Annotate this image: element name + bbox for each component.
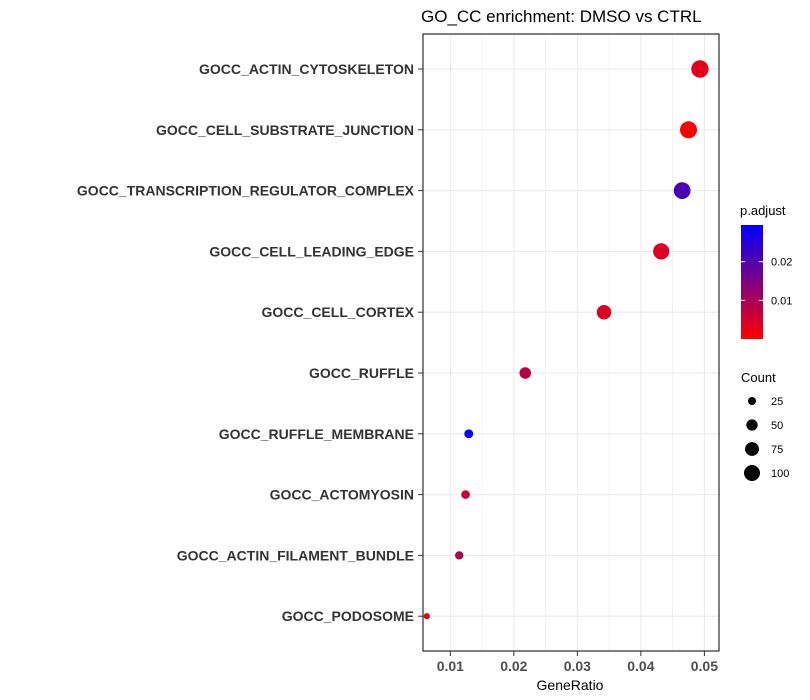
category-label: GOCC_CELL_CORTEX xyxy=(262,304,415,320)
category-label: GOCC_ACTOMYOSIN xyxy=(270,487,414,503)
category-label: GOCC_TRANSCRIPTION_REGULATOR_COMPLEX xyxy=(77,183,415,199)
size-legend: Count 25 50 75 100 xyxy=(741,370,789,481)
data-point xyxy=(596,304,612,320)
color-legend: p.adjust 0.01 0.02 xyxy=(740,203,792,339)
x-axis-ticks: 0.01 0.02 0.03 0.04 0.05 xyxy=(437,651,718,674)
panel-border xyxy=(422,33,720,652)
chart-title: GO_CC enrichment: DMSO vs CTRL xyxy=(421,7,702,26)
x-tick-label: 0.05 xyxy=(691,658,718,674)
category-label: GOCC_ACTIN_FILAMENT_BUNDLE xyxy=(177,547,414,563)
category-labels: GOCC_ACTIN_CYTOSKELETON GOCC_CELL_SUBSTRA… xyxy=(77,61,423,624)
color-legend-bar xyxy=(741,225,763,339)
size-legend-symbol xyxy=(745,442,759,456)
data-point xyxy=(464,429,474,439)
grid xyxy=(423,34,719,651)
size-legend-symbol xyxy=(744,465,760,481)
category-label: GOCC_ACTIN_CYTOSKELETON xyxy=(199,61,414,77)
color-legend-title: p.adjust xyxy=(740,203,786,218)
data-point xyxy=(423,613,430,620)
data-points xyxy=(423,60,709,620)
category-label: GOCC_RUFFLE_MEMBRANE xyxy=(219,426,414,442)
x-tick-label: 0.04 xyxy=(627,658,654,674)
size-legend-symbol xyxy=(746,419,758,431)
size-legend-label: 25 xyxy=(771,396,783,408)
category-label: GOCC_PODOSOME xyxy=(282,608,414,624)
size-legend-label: 50 xyxy=(771,420,783,432)
size-legend-title: Count xyxy=(741,370,776,385)
x-tick-label: 0.03 xyxy=(564,658,591,674)
data-point xyxy=(519,367,532,379)
x-axis-title: GeneRatio xyxy=(537,677,604,693)
size-legend-symbol xyxy=(748,397,756,405)
x-tick-label: 0.01 xyxy=(437,658,464,674)
color-legend-tick-label: 0.02 xyxy=(771,257,792,269)
data-point xyxy=(461,490,470,499)
data-point xyxy=(691,60,709,78)
size-legend-label: 100 xyxy=(771,468,789,480)
size-legend-label: 75 xyxy=(771,444,783,456)
category-label: GOCC_RUFFLE xyxy=(309,365,414,381)
data-point xyxy=(455,551,464,560)
category-label: GOCC_CELL_LEADING_EDGE xyxy=(209,243,414,259)
data-point xyxy=(680,121,698,139)
data-point xyxy=(673,182,691,199)
color-legend-tick-label: 0.01 xyxy=(771,295,792,307)
data-point xyxy=(653,243,670,260)
x-tick-label: 0.02 xyxy=(500,658,527,674)
category-label: GOCC_CELL_SUBSTRATE_JUNCTION xyxy=(156,122,414,138)
